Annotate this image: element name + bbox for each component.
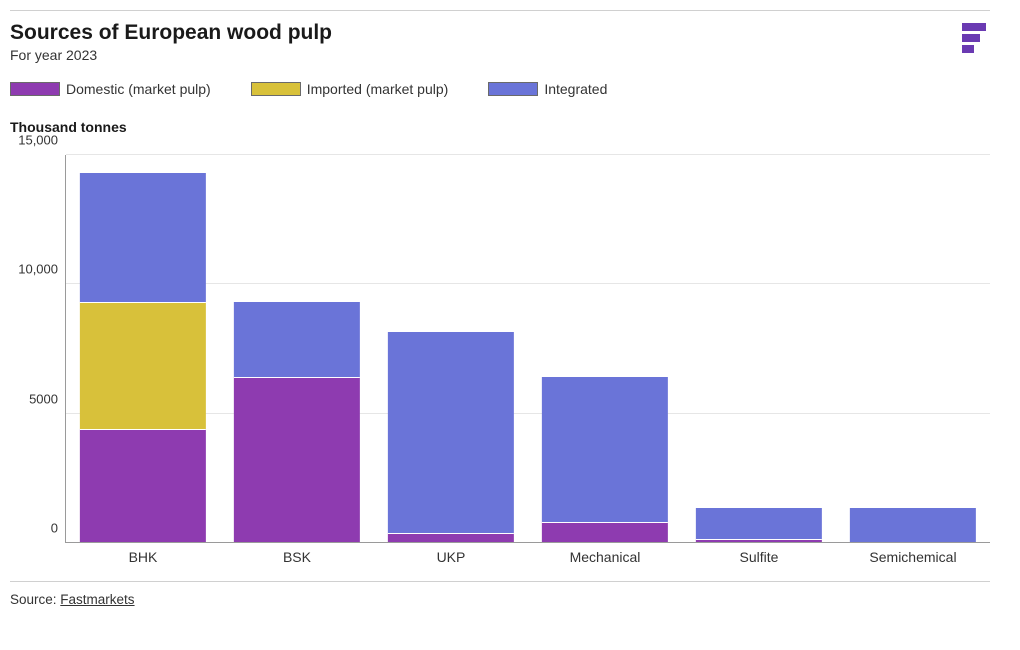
bar-segment <box>80 302 206 429</box>
bar-slot: UKP <box>374 155 528 543</box>
x-tick-label: BSK <box>283 543 311 565</box>
legend-label: Imported (market pulp) <box>307 81 449 97</box>
bars-layer: BHKBSKUKPMechanicalSulfiteSemichemical <box>66 155 990 543</box>
bar-slot: Mechanical <box>528 155 682 543</box>
y-tick-label: 5000 <box>29 391 66 406</box>
legend-label: Integrated <box>544 81 607 97</box>
bar-segment <box>234 302 360 377</box>
stacked-bar-chart: BHKBSKUKPMechanicalSulfiteSemichemical 0… <box>10 145 990 575</box>
x-tick-label: Mechanical <box>570 543 641 565</box>
bar-stack <box>850 508 976 543</box>
source-link[interactable]: Fastmarkets <box>60 592 134 607</box>
source-prefix: Source: <box>10 592 60 607</box>
bar-stack <box>542 377 668 543</box>
source-line: Source: Fastmarkets <box>10 592 990 607</box>
legend-item: Domestic (market pulp) <box>10 81 211 97</box>
legend-item: Imported (market pulp) <box>251 81 449 97</box>
bar-segment <box>388 332 514 532</box>
bar-stack <box>696 508 822 543</box>
chart-subtitle: For year 2023 <box>10 47 332 63</box>
bar-segment <box>542 522 668 543</box>
bar-stack <box>80 173 206 543</box>
y-tick-label: 0 <box>51 521 66 536</box>
y-axis-label: Thousand tonnes <box>10 119 990 135</box>
x-tick-label: BHK <box>129 543 158 565</box>
y-tick-label: 10,000 <box>18 262 66 277</box>
bar-stack <box>234 302 360 543</box>
legend-swatch <box>251 82 301 96</box>
y-tick-label: 15,000 <box>18 133 66 148</box>
x-tick-label: Sulfite <box>740 543 779 565</box>
bar-segment <box>542 377 668 522</box>
fastmarkets-logo-icon <box>962 21 990 53</box>
legend-swatch <box>10 82 60 96</box>
legend-item: Integrated <box>488 81 607 97</box>
x-tick-label: UKP <box>437 543 466 565</box>
plot-area: BHKBSKUKPMechanicalSulfiteSemichemical 0… <box>65 155 990 543</box>
chart-title: Sources of European wood pulp <box>10 21 332 45</box>
bar-slot: Sulfite <box>682 155 836 543</box>
bar-segment <box>80 429 206 543</box>
bar-segment <box>696 508 822 539</box>
bar-segment <box>234 377 360 543</box>
top-rule <box>10 10 990 11</box>
bar-stack <box>388 332 514 543</box>
bar-slot: Semichemical <box>836 155 990 543</box>
legend-label: Domestic (market pulp) <box>66 81 211 97</box>
legend-swatch <box>488 82 538 96</box>
bar-slot: BHK <box>66 155 220 543</box>
legend: Domestic (market pulp) Imported (market p… <box>10 81 990 97</box>
footer-rule <box>10 581 990 582</box>
bar-slot: BSK <box>220 155 374 543</box>
x-axis-line <box>66 542 990 543</box>
bar-segment <box>850 508 976 543</box>
x-tick-label: Semichemical <box>869 543 956 565</box>
bar-segment <box>80 173 206 302</box>
